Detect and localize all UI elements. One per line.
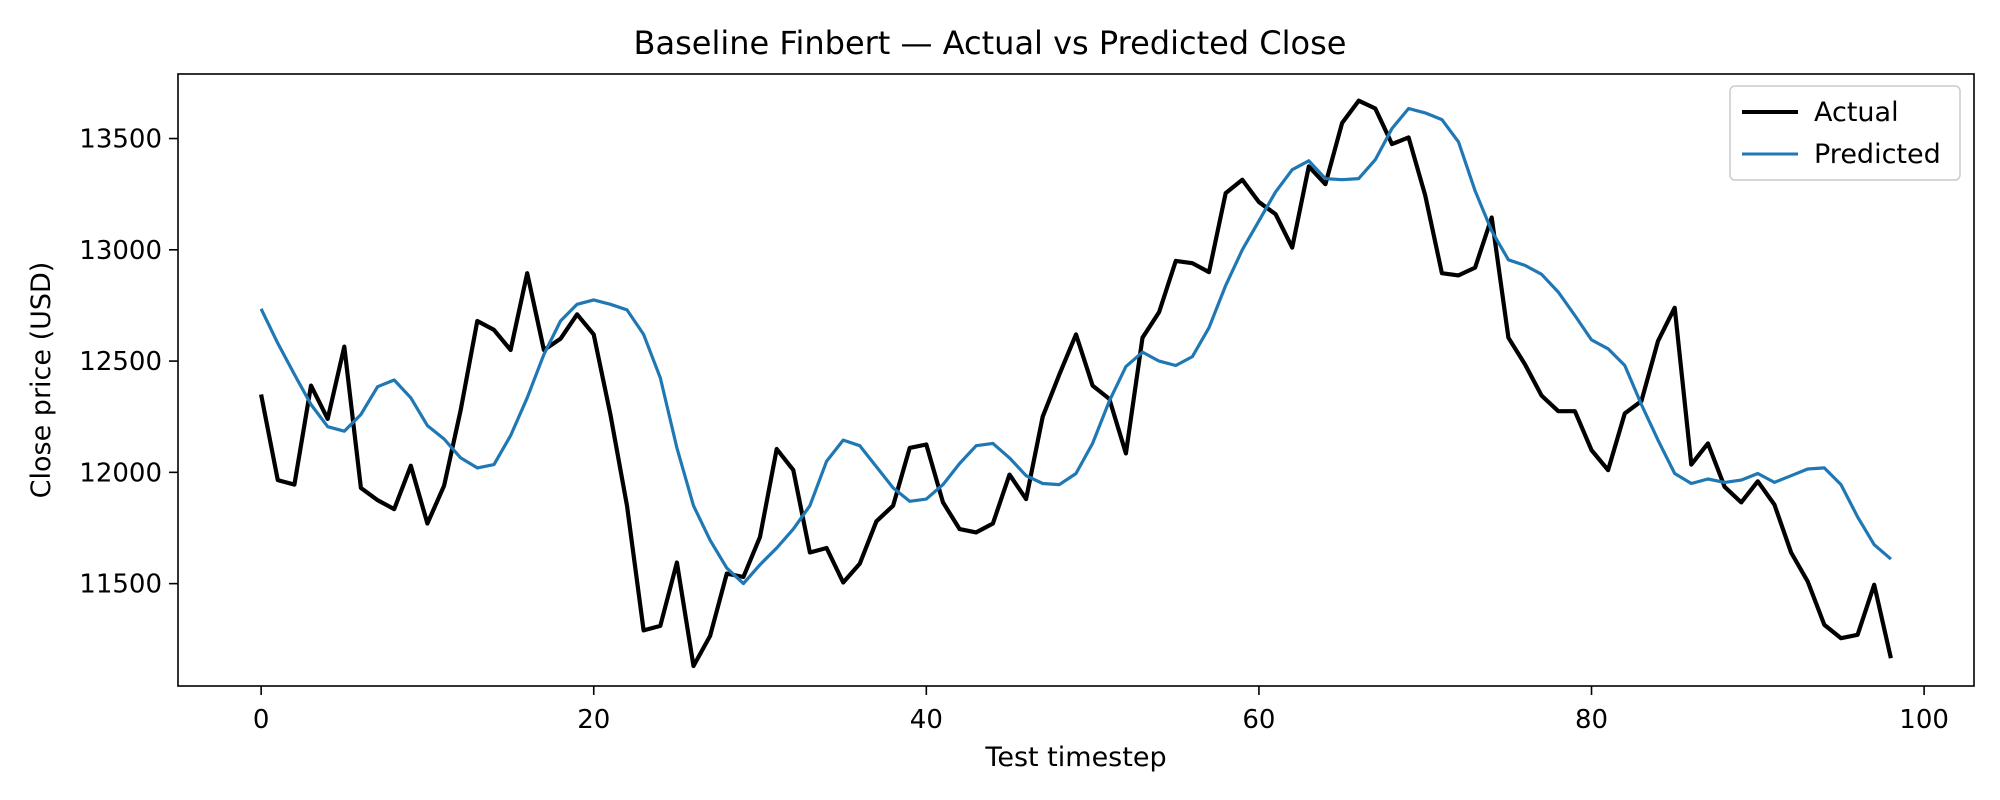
y-tick-label: 13500 [79, 125, 162, 155]
y-tick-label: 11500 [79, 570, 162, 600]
y-axis-label: Close price (USD) [26, 262, 57, 499]
legend-label-actual: Actual [1814, 97, 1899, 128]
x-tick-label: 80 [1575, 705, 1608, 735]
x-axis-label: Test timestep [984, 742, 1166, 773]
x-tick-label: 0 [253, 705, 270, 735]
series-line-actual [259, 98, 1893, 669]
y-tick-label: 12000 [79, 458, 162, 488]
x-axis: 0 20 40 60 80 100 [253, 686, 1949, 735]
plot-frame [177, 73, 1975, 687]
x-tick-label: 100 [1899, 705, 1949, 735]
series-line-predicted [259, 106, 1892, 586]
y-tick-label: 12500 [79, 347, 162, 377]
x-tick-label: 60 [1242, 705, 1275, 735]
y-axis: 11500 12000 12500 13000 13500 [79, 125, 178, 600]
x-tick-label: 40 [910, 705, 943, 735]
legend: Actual Predicted [1729, 85, 1961, 181]
legend-box [1729, 85, 1961, 181]
series-layer [259, 98, 1893, 669]
legend-label-predicted: Predicted [1814, 139, 1941, 170]
x-tick-label: 20 [577, 705, 610, 735]
chart-title: Baseline Finbert — Actual vs Predicted C… [634, 24, 1347, 62]
y-tick-label: 13000 [79, 236, 162, 266]
